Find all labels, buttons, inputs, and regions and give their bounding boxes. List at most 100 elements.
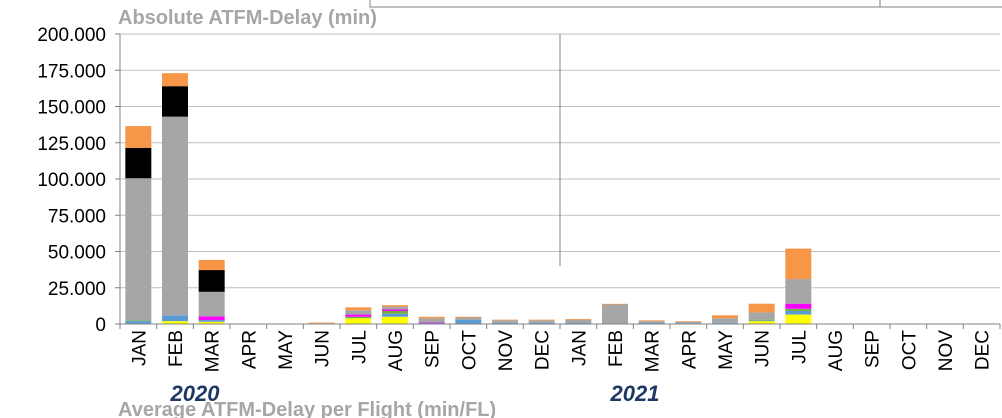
y-tick-label: 125.000: [37, 134, 106, 155]
x-tick-label: SEP: [863, 330, 884, 368]
x-tick-label: MAY: [716, 330, 737, 370]
year-label: 2021: [610, 381, 660, 406]
bar-segment: [198, 320, 225, 322]
bar-segment: [382, 313, 408, 317]
bar-segment: [125, 126, 152, 148]
bar-segment: [748, 312, 775, 320]
bar-segment: [638, 321, 665, 323]
bar-segment: [125, 147, 152, 179]
chart-title: Absolute ATFM-Delay (min): [118, 7, 377, 29]
x-tick-label: JUL: [349, 330, 370, 364]
bar-segment: [382, 310, 408, 314]
bar-segment: [675, 321, 702, 322]
bar-segment: [455, 317, 482, 320]
x-tick-label: JUN: [753, 330, 774, 367]
bar-segment: [382, 305, 408, 307]
bar-segment: [785, 310, 812, 315]
x-tick-label: SEP: [423, 330, 444, 368]
y-tick-label: 100.000: [37, 170, 106, 191]
bar-segment: [418, 322, 445, 324]
legend-box-edge: [369, 0, 1002, 8]
x-tick-label: APR: [239, 330, 260, 369]
y-tick-label: 0: [95, 315, 106, 336]
bar-segment: [418, 322, 445, 324]
bar-segment: [565, 322, 592, 324]
bar-segment: [162, 321, 188, 324]
bar-segment: [345, 310, 372, 315]
x-tick-label: OCT: [459, 330, 480, 371]
bar-segment: [748, 320, 775, 322]
bar-segment: [712, 322, 738, 324]
bar-segment: [492, 319, 518, 321]
bar-segment: [382, 309, 408, 311]
bar-segment: [382, 306, 408, 310]
bar-segment: [345, 307, 372, 311]
y-tick-label: 175.000: [37, 61, 106, 82]
bar-segment: [492, 322, 518, 324]
x-tick-label: JUL: [789, 330, 810, 364]
x-tick-label: DEC: [533, 330, 554, 370]
bar-segment: [565, 318, 592, 320]
next-chart-title: Average ATFM-Delay per Flight (min/FL): [118, 399, 496, 418]
y-tick-label: 75.000: [48, 206, 106, 227]
bar-segment: [602, 303, 628, 305]
bar-segment: [492, 320, 518, 323]
x-tick-label: DEC: [973, 330, 994, 370]
bar-segment: [528, 319, 555, 321]
bar-segment: [198, 321, 225, 324]
bar-segment: [162, 73, 188, 87]
bar-segment: [748, 321, 775, 324]
bar-segment: [565, 319, 592, 323]
bar-segment: [418, 318, 445, 323]
x-tick-label: JAN: [129, 330, 150, 366]
bar-segment: [675, 321, 702, 324]
bar-segment: [528, 320, 555, 323]
bar-segment: [345, 318, 372, 324]
bar-segment: [785, 314, 812, 324]
bar-segment: [345, 316, 372, 319]
y-tick-label: 150.000: [37, 98, 106, 119]
bar-segment: [785, 248, 812, 280]
bar-segment: [638, 320, 665, 322]
bar-segment: [748, 319, 775, 321]
bar-segment: [785, 303, 812, 309]
bar-segment: [162, 315, 188, 322]
y-tick-label: 200.000: [37, 25, 106, 46]
bar-segment: [712, 318, 738, 323]
bar-segment: [345, 314, 372, 317]
bar-segment: [455, 316, 482, 318]
x-tick-label: JAN: [569, 330, 590, 366]
bar-segment: [162, 116, 188, 316]
bar-segment: [638, 322, 665, 324]
bar-segment: [785, 279, 812, 304]
y-tick-label: 25.000: [48, 279, 106, 300]
bar-segment: [712, 315, 738, 319]
bar-segment: [198, 291, 225, 317]
x-tick-label: AUG: [826, 330, 847, 371]
bar-segment: [785, 308, 812, 311]
x-tick-label: JUN: [313, 330, 334, 367]
bar-segment: [125, 320, 152, 322]
bar-segment: [675, 323, 702, 324]
year-label: 2020: [170, 381, 221, 406]
bar-segment: [198, 316, 225, 321]
x-tick-label: AUG: [386, 330, 407, 371]
bar-segment: [125, 321, 152, 324]
bar-segment: [382, 316, 408, 324]
bar-segment: [528, 322, 555, 324]
x-tick-label: MAR: [643, 330, 664, 372]
x-tick-label: MAR: [203, 330, 224, 372]
x-tick-label: FEB: [606, 330, 627, 367]
x-tick-label: OCT: [899, 330, 920, 371]
x-tick-label: NOV: [936, 330, 957, 372]
bar-segment: [418, 316, 445, 319]
x-tick-label: APR: [679, 330, 700, 369]
bar-segment: [455, 319, 482, 324]
x-tick-label: FEB: [166, 330, 187, 367]
bar-segment: [308, 322, 335, 324]
x-tick-label: MAY: [276, 330, 297, 370]
bar-segment: [198, 259, 225, 271]
bar-segment: [162, 86, 188, 117]
x-tick-label: NOV: [496, 330, 517, 372]
